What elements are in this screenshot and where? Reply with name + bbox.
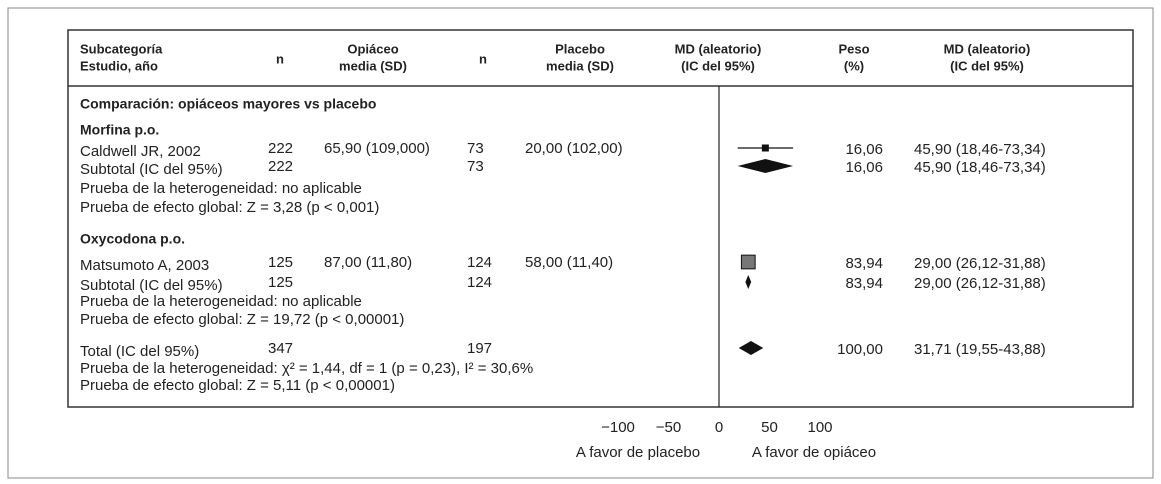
x-tick-label: 50 (761, 419, 778, 436)
pooled-diamond (738, 341, 764, 355)
header-md: MD (aleatorio) (944, 41, 1031, 56)
pooled-diamond (745, 275, 752, 289)
n-treat: 347 (268, 340, 293, 357)
mean-treat: 65,90 (109,000) (324, 140, 430, 157)
n-control: 124 (467, 274, 492, 291)
header-control: Placebo (555, 41, 605, 56)
md-ci: 29,00 (26,12-31,88) (914, 275, 1046, 292)
n-treat: 125 (268, 274, 293, 291)
header-md-plot: (IC del 95%) (681, 58, 755, 73)
header-control: media (SD) (546, 58, 614, 73)
overall-effect-test: Prueba de efecto global: Z = 3,28 (p < 0… (80, 199, 379, 216)
header-weight: Peso (838, 41, 869, 56)
n-control: 197 (467, 340, 492, 357)
header-study: Estudio, año (80, 58, 158, 73)
weight: 83,94 (845, 255, 883, 272)
overall-effect-test: Prueba de efecto global: Z = 19,72 (p < … (80, 311, 404, 328)
n-treat: 125 (268, 254, 293, 271)
md-ci: 45,90 (18,46-73,34) (914, 159, 1046, 176)
header-md-plot: MD (aleatorio) (675, 41, 762, 56)
outer-frame (7, 7, 1154, 479)
header-treat: media (SD) (339, 58, 407, 73)
favors-label: A favor de opiáceo (752, 444, 876, 461)
n-treat: 222 (268, 140, 293, 157)
table-frame (67, 29, 1134, 408)
weight: 100,00 (837, 341, 883, 358)
weight: 16,06 (845, 159, 883, 176)
n-treat: 222 (268, 158, 293, 175)
study-square (740, 254, 756, 270)
pooled-diamond (737, 159, 794, 173)
comparison-title: Comparación: opiáceos mayores vs placebo (80, 96, 376, 112)
header-n: n (479, 51, 487, 66)
md-ci: 45,90 (18,46-73,34) (914, 141, 1046, 158)
subtotal-label: Subtotal (IC del 95%) (80, 161, 223, 178)
group-title: Morfina p.o. (80, 122, 159, 138)
header-study: Subcategoría (80, 41, 163, 56)
overall-effect-test: Prueba de efecto global: Z = 5,11 (p < 0… (80, 377, 395, 394)
n-control: 124 (467, 254, 492, 271)
subtotal-label: Subtotal (IC del 95%) (80, 277, 223, 294)
x-tick-label: −50 (656, 419, 681, 436)
header-n: n (276, 51, 284, 66)
study-label: Matsumoto A, 2003 (80, 257, 209, 274)
heterogeneity-test: Prueba de la heterogeneidad: no aplicabl… (80, 180, 362, 197)
n-control: 73 (467, 140, 484, 157)
header-weight: (%) (844, 58, 864, 73)
heterogeneity-test: Prueba de la heterogeneidad: no aplicabl… (80, 293, 362, 310)
study-square (761, 144, 769, 152)
weight: 83,94 (845, 275, 883, 292)
group-title: Oxycodona p.o. (80, 231, 185, 247)
weight: 16,06 (845, 141, 883, 158)
x-tick-label: 0 (715, 419, 723, 436)
md-ci: 31,71 (19,55-43,88) (914, 341, 1046, 358)
header-treat: Opiáceo (347, 41, 398, 56)
total-label: Total (IC del 95%) (80, 343, 199, 360)
mean-control: 58,00 (11,40) (525, 254, 613, 271)
n-control: 73 (467, 158, 484, 175)
header-md: (IC del 95%) (950, 58, 1024, 73)
study-label: Caldwell JR, 2002 (80, 143, 201, 160)
mean-control: 20,00 (102,00) (525, 140, 623, 157)
md-ci: 29,00 (26,12-31,88) (914, 255, 1046, 272)
heterogeneity-test: Prueba de la heterogeneidad: χ² = 1,44, … (80, 360, 533, 377)
mean-treat: 87,00 (11,80) (324, 254, 412, 271)
x-tick-label: 100 (807, 419, 832, 436)
x-tick-label: −100 (601, 419, 635, 436)
favors-label: A favor de placebo (576, 444, 700, 461)
